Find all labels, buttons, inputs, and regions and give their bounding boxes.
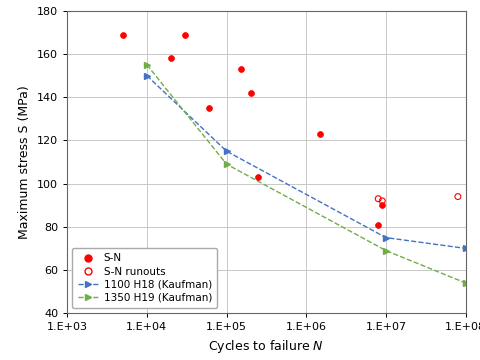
- Point: [378, 198, 386, 204]
- Legend: S-N, S-N runouts, 1100 H18 (Kaufman), 1350 H19 (Kaufman): S-N, S-N runouts, 1100 H18 (Kaufman), 13…: [72, 248, 217, 308]
- Point: [454, 194, 462, 199]
- X-axis label: Cycles to failure $N$: Cycles to failure $N$: [208, 338, 324, 355]
- Point: [316, 131, 324, 137]
- Point: [374, 196, 382, 202]
- Y-axis label: Maximum stress S (MPa): Maximum stress S (MPa): [19, 85, 32, 239]
- Point: [254, 174, 262, 180]
- Point: [119, 32, 127, 37]
- Point: [167, 55, 175, 61]
- Point: [247, 90, 254, 96]
- Point: [205, 105, 213, 111]
- Point: [181, 32, 189, 37]
- Point: [378, 202, 386, 208]
- Point: [237, 66, 244, 72]
- Point: [374, 222, 382, 228]
